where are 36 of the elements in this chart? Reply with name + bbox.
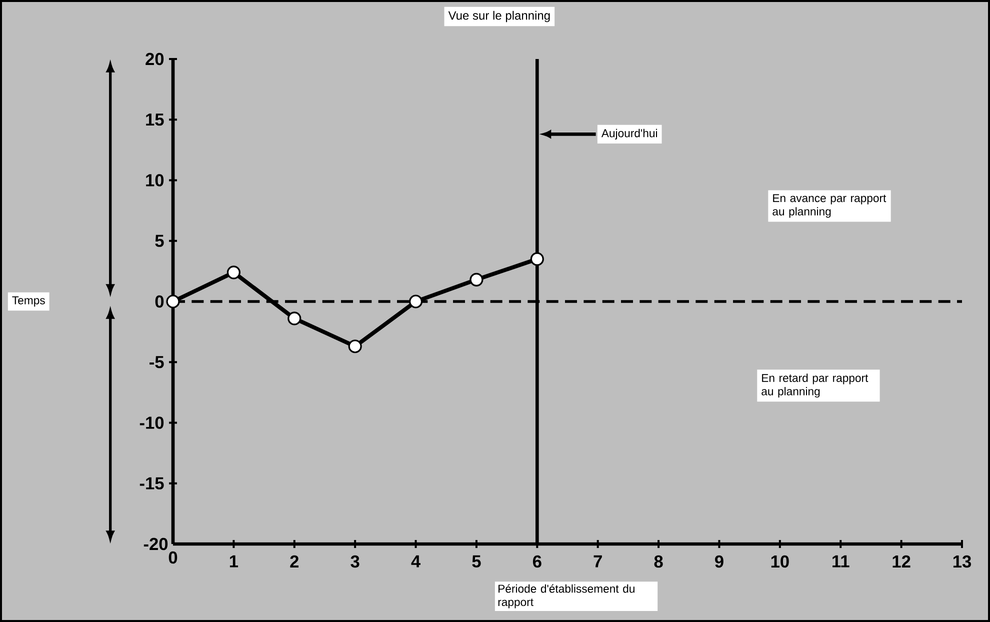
point <box>226 266 240 280</box>
point <box>288 312 302 326</box>
x-tick-label: 13 <box>953 555 972 568</box>
y-tick-label: -15 <box>140 477 164 490</box>
chart-title: Vue sur le planning <box>448 10 550 22</box>
y-tick-label: 10 <box>146 174 164 186</box>
point <box>530 252 544 266</box>
x-tick-label: 3 <box>350 555 360 568</box>
y-tick-label: 15 <box>146 114 164 126</box>
x-tick-label: 5 <box>472 555 481 568</box>
x-tick-label: 6 <box>532 555 542 568</box>
y-tick-label: 5 <box>155 234 164 247</box>
x-tick-label: 11 <box>832 555 850 568</box>
annotation: En retard par rapport au planning <box>762 374 868 398</box>
point <box>470 272 484 286</box>
ref-line-label: Aujourd'hui <box>601 128 657 140</box>
y-tick-label: -20 <box>144 538 168 550</box>
x-tick-label: 4 <box>411 555 421 568</box>
y-tick-label: -5 <box>150 356 164 368</box>
y-tick-label: 20 <box>146 52 164 66</box>
x-tick-label: 0 <box>168 551 178 564</box>
point <box>408 294 423 308</box>
x-tick-label: 8 <box>654 555 663 568</box>
point <box>166 294 180 308</box>
y-tick-label: -10 <box>140 416 164 429</box>
point <box>348 340 362 354</box>
x-tick-label: 1 <box>230 555 238 568</box>
x-axis-title: Période d'établissement du rapport <box>498 584 634 608</box>
annotation: En avance par rapport au planning <box>772 194 886 218</box>
x-tick-label: 12 <box>892 555 910 568</box>
x-tick-label: 9 <box>715 555 724 568</box>
x-tick-label: 10 <box>771 555 789 568</box>
x-tick-label: 2 <box>290 555 299 568</box>
text: Temps <box>12 296 45 307</box>
x-tick-label: 7 <box>594 555 602 568</box>
y-tick-label: 0 <box>155 295 164 308</box>
